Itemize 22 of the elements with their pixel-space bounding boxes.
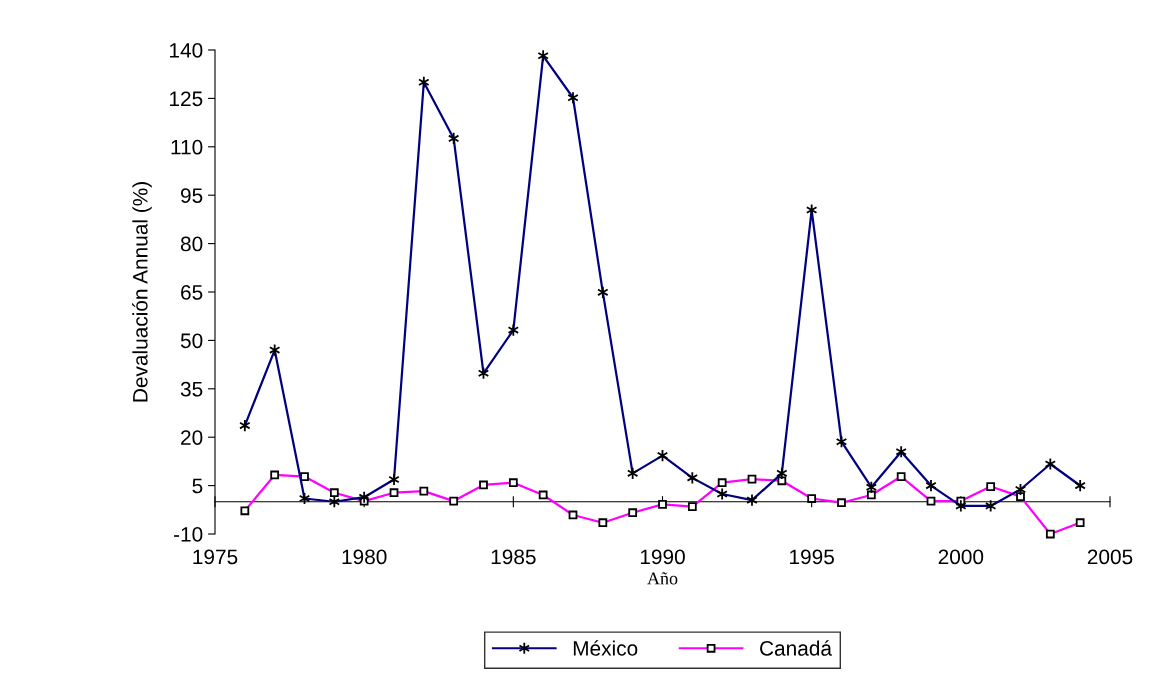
legend-label: Canadá xyxy=(760,640,832,656)
x-tick-label: 2005 xyxy=(1087,549,1133,565)
y-tick-label: 5 xyxy=(192,478,203,494)
x-axis-title: Año xyxy=(647,572,678,585)
x-tick-label: 1995 xyxy=(790,549,834,565)
y-tick-label: 20 xyxy=(181,430,203,445)
y-tick-label: 110 xyxy=(171,139,203,155)
y-axis-title: Devaluación Annual (%) xyxy=(132,182,152,402)
y-tick-label: 80 xyxy=(180,236,203,252)
y-tick-label: 95 xyxy=(181,188,203,203)
y-tick-label: 140 xyxy=(170,43,203,58)
y-tick-label: -10 xyxy=(174,527,203,542)
y-tick-label: 50 xyxy=(180,333,203,349)
y-tick-label: 125 xyxy=(170,91,203,107)
legend-label: México xyxy=(573,640,638,656)
y-tick-label: 65 xyxy=(181,285,203,300)
y-tick-label: 35 xyxy=(180,381,203,397)
x-tick-label: 1990 xyxy=(640,549,685,565)
x-tick-label: 1975 xyxy=(193,549,238,565)
x-tick-label: 1980 xyxy=(342,549,387,565)
x-tick-label: 2000 xyxy=(938,549,984,565)
x-tick-label: 1985 xyxy=(491,549,536,565)
